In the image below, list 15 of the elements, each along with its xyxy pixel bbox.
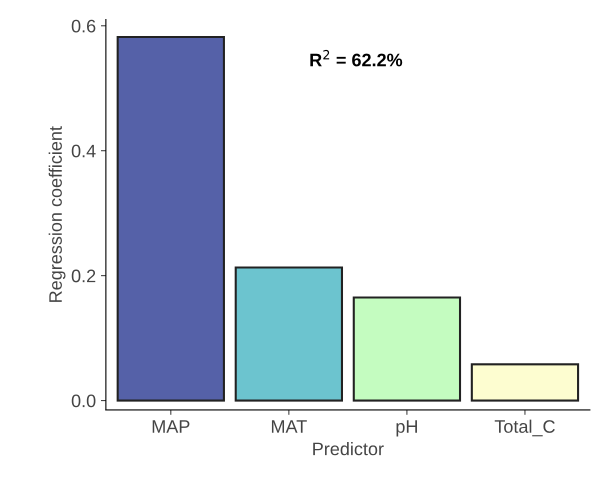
x-tick-label: pH: [396, 420, 417, 436]
bar: [234, 266, 344, 402]
x-tick-label: Total_C: [494, 420, 555, 436]
y-tick-label: 0.6: [72, 20, 96, 32]
x-tick-label: MAT: [272, 420, 307, 433]
bar: [470, 363, 580, 402]
y-tick-label: 0.0: [72, 394, 96, 408]
y-tick-label: 0.2: [72, 270, 96, 282]
bar: [116, 36, 225, 402]
y-axis-title: Regression coefficient: [48, 126, 66, 302]
x-tick-label: MAP: [152, 420, 190, 433]
x-axis-title: Predictor: [313, 442, 384, 456]
annotation: R$^{2}$ = 62.2%: [310, 50, 402, 66]
bar: [352, 296, 462, 402]
y-tick-label: 0.4: [72, 144, 96, 158]
